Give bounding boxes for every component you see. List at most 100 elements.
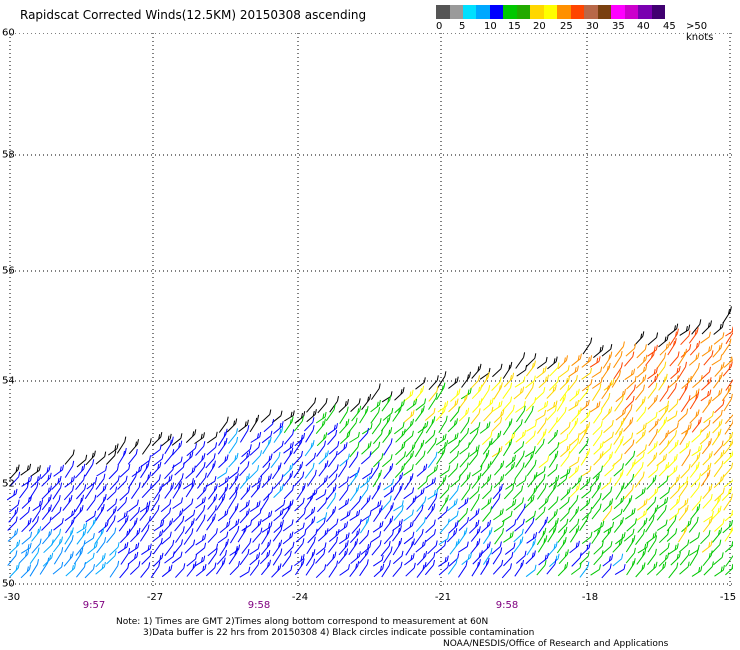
wind-barb [172,440,183,456]
wind-barb [525,510,536,523]
wind-barb [603,420,614,434]
wind-barb [611,370,621,388]
wind-barb [647,486,659,501]
wind-barb [711,539,722,554]
wind-barb [691,319,702,335]
wind-barb [504,542,516,555]
wind-barb [241,444,252,458]
wind-barb [239,425,250,443]
wind-barb [571,353,582,367]
wind-barb [117,447,127,466]
wind-barb [645,496,657,512]
wind-barb [383,546,393,564]
wind-barb [637,498,648,511]
wind-barb [259,493,270,512]
wind-barb [647,382,658,399]
wind-barb [216,550,227,565]
wind-barb [635,562,646,578]
wind-barb [493,382,503,400]
wind-barb [581,486,592,499]
wind-barb [548,442,560,456]
colorbar-tick-label: 10 [484,21,497,32]
wind-barb [603,431,614,444]
colorbar-swatch [530,5,544,19]
wind-barb [580,448,591,466]
wind-barb [315,518,326,533]
wind-barb [712,527,723,543]
wind-barb [637,542,649,554]
wind-barb [526,360,536,377]
wind-barb [491,541,502,555]
wind-barb [524,517,535,534]
wind-barb [625,343,637,357]
wind-barb [241,519,253,532]
wind-barb [635,396,646,412]
wind-barb [239,500,250,513]
wind-barb [428,386,439,402]
wind-barb [262,436,272,455]
wind-barb [218,416,229,433]
wind-barb [183,528,194,545]
wind-barb [667,383,677,400]
wind-barb [458,393,468,410]
wind-barb [185,429,197,443]
wind-barb [359,559,369,577]
wind-barb [73,547,84,565]
wind-barb [205,476,217,488]
wind-barb [515,405,526,423]
wind-barb [405,562,416,577]
wind-barb [273,426,284,443]
wind-barb [117,475,128,490]
wind-barb [383,485,395,498]
wind-barb [381,395,392,412]
wind-barb [647,395,658,410]
wind-barb [689,532,700,544]
wind-barb [238,419,249,432]
wind-barb [218,454,229,468]
wind-barb [534,438,545,455]
colorbar-swatch [598,5,611,19]
wind-barb [151,432,163,446]
wind-barb [670,551,681,566]
wind-barb [151,444,162,457]
wind-barb [164,436,174,455]
wind-barb [52,561,64,575]
wind-barb [713,474,725,489]
wind-barb [328,536,338,553]
wind-barb [152,529,164,542]
wind-barb [251,508,262,521]
wind-barb [316,432,328,447]
wind-barb [593,550,604,566]
wind-barb [340,430,351,445]
wind-barb [384,502,394,520]
wind-barb [702,550,713,567]
wind-barb [458,497,469,510]
wind-barb [261,521,273,533]
wind-barb [560,451,571,467]
wind-barb [306,397,317,413]
wind-barb [217,437,228,455]
wind-barb [393,483,403,501]
wind-barb [535,473,546,490]
wind-barb [228,503,239,520]
wind-barb [186,443,197,457]
time-label-1: 9:57 [82,600,106,611]
wind-barb [436,382,446,400]
wind-barb [305,549,316,567]
wind-barb [205,453,216,469]
wind-barb [173,473,184,490]
wind-barb [29,547,40,564]
wind-barb [259,462,271,478]
wind-barb [516,475,527,487]
wind-barb [470,493,480,512]
wind-barb [480,385,491,403]
wind-barb [273,484,284,498]
wind-barb [259,550,271,565]
wind-barb [667,338,677,356]
wind-barb [337,442,348,456]
wind-barb [207,543,219,557]
wind-barb [358,484,369,501]
colorbar-tick-label: 40 [637,21,650,32]
wind-barb [194,555,206,567]
wind-barb [395,451,406,466]
